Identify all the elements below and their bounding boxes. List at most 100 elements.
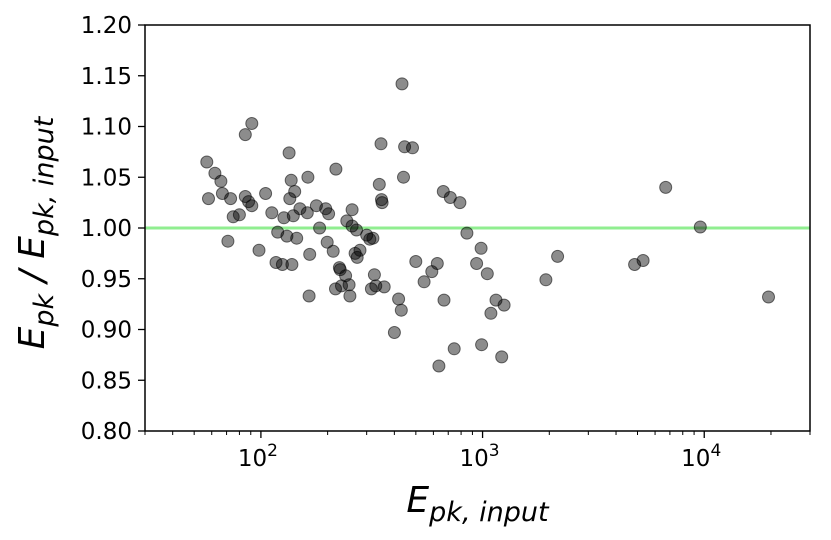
- data-point: [224, 192, 238, 206]
- x-axis-ticks: 102 103 104: [144, 431, 811, 472]
- data-point: [202, 192, 215, 206]
- data-point: [238, 128, 252, 142]
- data-point: [497, 298, 511, 312]
- y-tick-label: 1.00: [81, 216, 132, 242]
- data-point: [366, 231, 380, 245]
- data-point: [313, 221, 327, 235]
- data-point: [301, 170, 315, 184]
- data-point: [284, 173, 298, 187]
- data-point: [409, 255, 423, 268]
- data-point: [245, 199, 259, 213]
- data-point: [350, 250, 364, 264]
- data-point: [350, 223, 363, 237]
- data-point: [300, 206, 314, 220]
- data-point: [302, 289, 316, 303]
- data-point: [200, 155, 214, 169]
- y-tick-label: 0.90: [81, 318, 132, 344]
- x-tick-label-exp: 4: [710, 441, 721, 461]
- data-point: [387, 326, 401, 339]
- data-point: [495, 350, 509, 364]
- data-point: [367, 268, 381, 282]
- data-point: [288, 185, 302, 198]
- data-point: [322, 207, 336, 221]
- y-axis-label-sub1: pk: [29, 292, 60, 327]
- x-tick-label-exp: 2: [267, 441, 278, 461]
- y-tick-label: 0.80: [81, 419, 132, 445]
- data-point: [693, 220, 707, 234]
- data-point: [762, 290, 775, 304]
- data-point: [417, 275, 431, 289]
- data-point: [636, 254, 650, 267]
- y-tick-label: 1.20: [81, 13, 132, 39]
- data-point: [329, 162, 343, 176]
- data-point: [265, 206, 279, 220]
- data-point: [283, 192, 297, 206]
- data-point: [375, 196, 389, 210]
- data-point: [484, 306, 498, 320]
- data-point: [489, 293, 503, 307]
- data-point: [395, 77, 409, 91]
- data-point: [329, 282, 342, 296]
- data-point: [342, 278, 356, 292]
- y-axis-ticks: 0.80 0.85 0.90 0.95 1.00 1.05 1.10 1.15 1.20: [81, 13, 145, 445]
- data-point: [280, 229, 294, 243]
- data-point: [397, 170, 410, 184]
- data-point: [282, 146, 296, 160]
- data-point: [460, 226, 474, 240]
- y-axis-label-sep: /: [12, 259, 53, 294]
- x-tick-label: 102: [238, 441, 278, 472]
- data-point: [286, 209, 300, 223]
- x-axis-label: Epk, input: [406, 480, 550, 528]
- data-point: [245, 117, 259, 130]
- data-point: [232, 208, 246, 222]
- data-point: [252, 243, 266, 257]
- x-tick-label-base: 10: [238, 446, 267, 472]
- data-point: [406, 141, 419, 155]
- chart-marks: [145, 77, 810, 373]
- y-axis-label-base2: E: [12, 236, 53, 259]
- y-tick-label: 1.15: [81, 64, 132, 90]
- y-axis-label-base: E: [12, 326, 53, 349]
- data-point: [659, 180, 673, 194]
- data-point: [432, 359, 446, 373]
- data-point: [275, 258, 289, 271]
- data-point: [447, 342, 461, 356]
- data-point: [285, 258, 299, 271]
- data-point: [320, 235, 334, 249]
- data-point: [303, 247, 317, 261]
- y-tick-label: 0.85: [81, 368, 132, 394]
- y-tick-label: 1.10: [81, 115, 132, 141]
- y-axis-label-sub2: pk, input: [29, 115, 60, 237]
- x-axis-label-base: E: [406, 480, 429, 521]
- x-tick-label-base: 10: [460, 446, 489, 472]
- x-tick-label-base: 10: [681, 446, 710, 472]
- data-point: [326, 244, 340, 258]
- data-point: [551, 249, 565, 263]
- data-point: [470, 257, 484, 270]
- data-point: [480, 267, 494, 281]
- data-point: [474, 241, 488, 255]
- data-point: [293, 202, 307, 216]
- data-point: [437, 293, 451, 307]
- data-point: [290, 231, 304, 245]
- data-point: [377, 280, 391, 294]
- data-point: [394, 303, 408, 317]
- x-tick-label: 104: [681, 441, 721, 472]
- data-point: [475, 338, 489, 352]
- data-point: [259, 187, 273, 200]
- y-axis-label: Epk / Epk, input: [12, 115, 60, 349]
- data-point: [392, 292, 406, 306]
- x-tick-label: 103: [460, 441, 500, 472]
- data-point: [374, 137, 388, 151]
- data-point: [539, 273, 553, 287]
- data-point: [214, 174, 228, 188]
- data-point: [343, 289, 357, 303]
- x-axis-label-sub: pk, input: [428, 497, 550, 528]
- data-point: [430, 257, 444, 270]
- data-point: [221, 234, 235, 248]
- y-tick-label: 1.05: [81, 165, 132, 191]
- data-point: [353, 243, 367, 257]
- data-point: [453, 196, 467, 210]
- data-point: [372, 177, 386, 191]
